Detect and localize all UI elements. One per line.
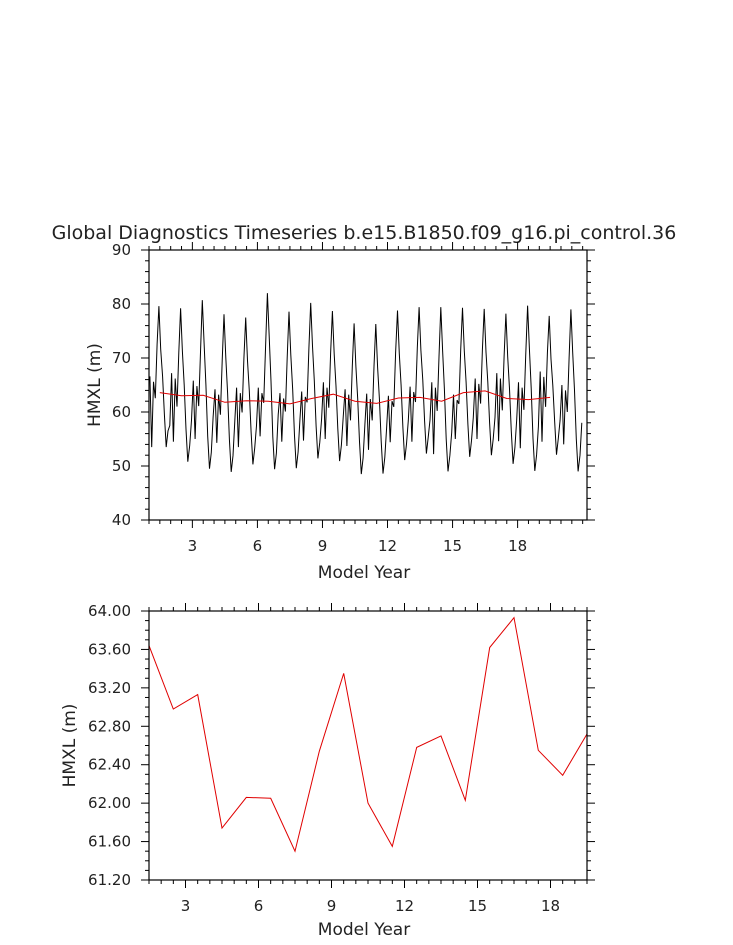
bottom-y-axis-label: HMXL (m) <box>60 704 80 788</box>
bottom-x-axis-label: Model Year <box>318 920 410 940</box>
top-y-tick-label: 40 <box>112 511 131 529</box>
top-y-axis-label: HMXL (m) <box>85 343 105 427</box>
top-x-axis-label: Model Year <box>318 563 410 583</box>
bottom-x-tick-label: 15 <box>468 897 487 915</box>
top-y-tick-label: 70 <box>112 349 131 367</box>
bottom-x-tick-label: 3 <box>181 897 191 915</box>
bottom-x-tick-label: 6 <box>254 897 264 915</box>
bottom-plot-frame <box>148 610 588 881</box>
bottom-y-tick-label: 62.40 <box>88 756 131 774</box>
top-series-monthly-line <box>149 293 583 475</box>
bottom-x-tick-label: 12 <box>395 897 414 915</box>
top-x-tick-label: 6 <box>253 537 263 555</box>
top-y-tick-label: 60 <box>112 403 131 421</box>
bottom-y-tick-label: 61.60 <box>88 833 131 851</box>
bottom-annual-mean-panel: 3 6 9 12 15 18 61.20 61.60 62.00 62.40 62.80 63.20 6… <box>60 602 595 940</box>
top-series-annual-mean-line <box>159 390 551 405</box>
top-x-tick-label: 9 <box>318 537 328 555</box>
bottom-y-tick-label: 61.20 <box>88 871 131 889</box>
top-x-tick-label: 3 <box>188 537 198 555</box>
bottom-x-tick-label: 9 <box>327 897 337 915</box>
bottom-y-tick-label: 64.00 <box>88 602 131 620</box>
bottom-x-tick-label: 18 <box>541 897 560 915</box>
top-y-tick-label: 90 <box>112 241 131 259</box>
bottom-series-annual-mean-line <box>149 616 587 853</box>
top-x-tick-label: 18 <box>508 537 527 555</box>
figure-title: Global Diagnostics Timeseries b.e15.B185… <box>52 222 677 244</box>
top-y-tick-label: 80 <box>112 295 131 313</box>
top-plot-frame <box>148 249 588 521</box>
top-y-tick-label: 50 <box>112 457 131 475</box>
bottom-y-tick-label: 63.60 <box>88 640 131 658</box>
top-x-tick-label: 12 <box>378 537 397 555</box>
bottom-y-tick-label: 62.00 <box>88 794 131 812</box>
top-x-tick-label: 15 <box>443 537 462 555</box>
bottom-y-tick-label: 62.80 <box>88 717 131 735</box>
bottom-y-tick-label: 63.20 <box>88 679 131 697</box>
top-timeseries-panel: 3 6 9 12 15 18 40 50 60 70 80 90 Model Year HMXL (m) <box>85 241 595 583</box>
